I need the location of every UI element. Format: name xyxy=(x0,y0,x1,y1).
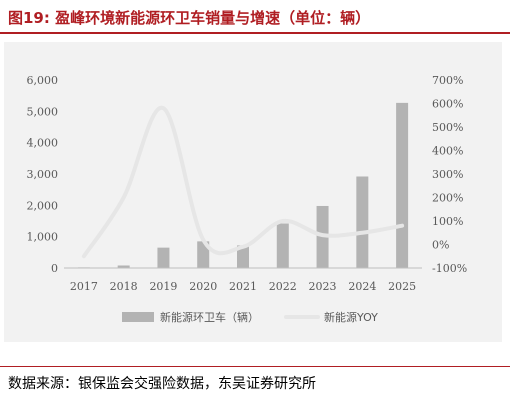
bar xyxy=(237,245,249,268)
x-axis-tick-label: 2020 xyxy=(189,280,217,293)
bar xyxy=(356,176,369,268)
legend-label: 新能源YOY xyxy=(324,310,378,324)
left-axis-tick-label: 0 xyxy=(51,262,58,275)
x-axis-tick-label: 2017 xyxy=(70,280,98,293)
x-axis-tick-label: 2021 xyxy=(229,280,257,293)
chart-area: 0 1,000 2,000 3,000 4,000 5,000 6,000 -100% 0% 1… xyxy=(4,42,502,342)
right-axis: -100% 0% 100% 200% 300% 400% 500% 600% 700% xyxy=(432,74,467,275)
bar xyxy=(396,102,409,268)
left-axis-tick-label: 1,000 xyxy=(27,231,59,244)
sales-growth-chart: 0 1,000 2,000 3,000 4,000 5,000 6,000 -100% 0% 1… xyxy=(27,74,468,324)
figure-title: 图19: 盈峰环境新能源环卫车销量与增速（单位：辆） xyxy=(8,9,371,27)
x-axis-tick-label: 2023 xyxy=(309,280,337,293)
left-axis-tick-label: 4,000 xyxy=(27,137,59,150)
x-axis-tick-label: 2024 xyxy=(348,280,376,293)
source-note: 数据来源：银保监会交强险数据，东吴证券研究所 xyxy=(8,376,316,392)
right-axis-tick-label: 300% xyxy=(432,168,463,181)
bar xyxy=(157,247,170,268)
title-divider xyxy=(0,32,510,34)
left-axis: 0 1,000 2,000 3,000 4,000 5,000 6,000 xyxy=(27,74,59,275)
bar xyxy=(117,265,130,268)
source-divider xyxy=(0,366,510,367)
right-axis-tick-label: 600% xyxy=(432,98,463,111)
right-axis-tick-label: 400% xyxy=(432,145,463,158)
legend-label: 新能源环卫车（辆） xyxy=(160,310,259,324)
x-axis: 2017 2018 2019 2020 2021 2022 2023 2024 2025 xyxy=(64,267,422,293)
right-axis-tick-label: 500% xyxy=(432,121,463,134)
x-axis-tick-label: 2022 xyxy=(269,280,297,293)
right-axis-tick-label: 200% xyxy=(432,192,463,205)
legend: 新能源环卫车（辆） 新能源YOY xyxy=(122,310,378,324)
x-axis-tick-label: 2018 xyxy=(110,280,138,293)
x-axis-tick-label: 2019 xyxy=(149,280,177,293)
x-axis-tick-label: 2025 xyxy=(388,280,416,293)
right-axis-tick-label: 700% xyxy=(432,74,463,87)
left-axis-tick-label: 3,000 xyxy=(27,168,59,181)
legend-bar-swatch xyxy=(122,312,154,322)
bar xyxy=(197,241,210,268)
right-axis-tick-label: 100% xyxy=(432,215,463,228)
right-axis-tick-label: 0% xyxy=(432,239,449,252)
left-axis-tick-label: 6,000 xyxy=(27,74,59,87)
yoy-line xyxy=(81,106,405,259)
bar xyxy=(276,223,289,268)
left-axis-tick-label: 2,000 xyxy=(27,199,59,212)
left-axis-tick-label: 5,000 xyxy=(27,105,59,118)
line-series xyxy=(81,106,405,259)
right-axis-tick-label: -100% xyxy=(432,262,467,275)
